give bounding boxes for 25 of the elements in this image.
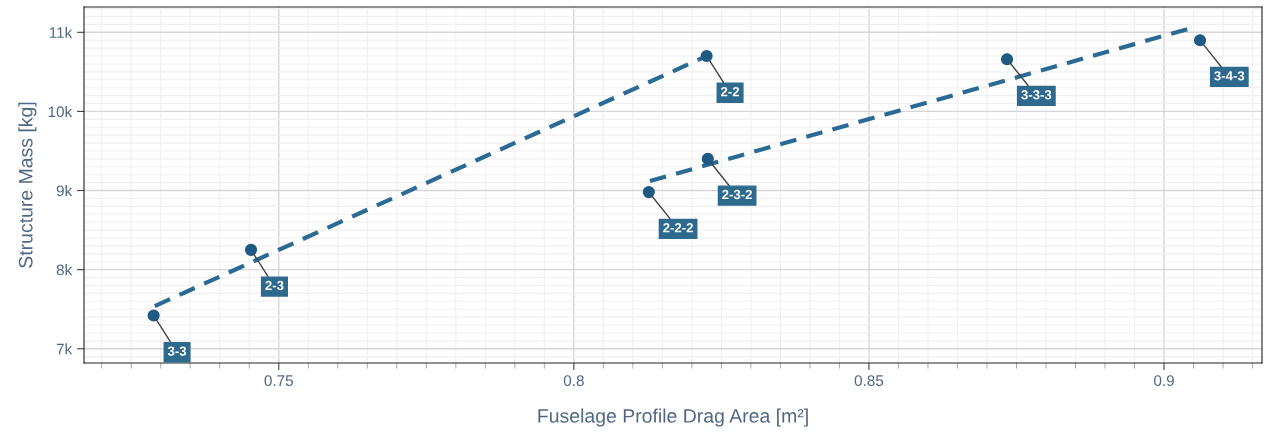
point (244, 243, 258, 256)
x-tick-label: 0.8 (563, 375, 584, 387)
x-tick-label: 0.9 (1154, 375, 1174, 387)
point (642, 186, 655, 199)
y-tick-label: 9k (56, 185, 73, 197)
annotation: 3-3-3 (1021, 90, 1052, 100)
point (147, 309, 160, 322)
point (1000, 53, 1014, 66)
annotation: 3-4-3 (1214, 71, 1245, 81)
y-tick-label: 10k (48, 105, 73, 118)
y-tick-label: 7k (56, 343, 73, 355)
point (1193, 34, 1207, 47)
y-axis-title: Structure Mass [kg] (18, 102, 37, 268)
point (701, 152, 714, 165)
x-tick-label: 0.85 (854, 375, 884, 387)
annotation: 2-2 (720, 86, 740, 97)
x-tick-label: 0.75 (264, 375, 293, 387)
annotation: 2-2-2 (663, 223, 693, 233)
x-axis-title: Fuselage Profile Drag Area [m²] (538, 408, 808, 427)
y-tick-label: 11k (49, 26, 73, 38)
annotation: 2-3-2 (722, 189, 752, 200)
y-tick-label: 8k (56, 264, 73, 276)
annotation: 2-3 (265, 280, 284, 291)
point (700, 49, 713, 63)
annotation: 3-3 (167, 346, 187, 356)
